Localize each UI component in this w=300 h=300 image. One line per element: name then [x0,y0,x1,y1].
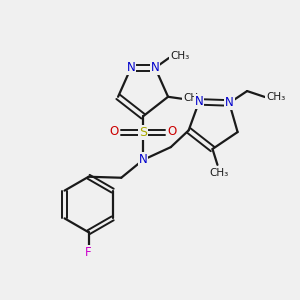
Text: CH₃: CH₃ [210,168,229,178]
Text: CH₃: CH₃ [170,51,190,61]
Text: O: O [167,125,176,138]
Text: N: N [225,97,234,110]
Text: CH₃: CH₃ [266,92,286,102]
Text: O: O [110,125,119,138]
Text: N: N [139,153,147,167]
Text: S: S [139,126,147,139]
Text: CH₃: CH₃ [183,93,202,103]
Text: N: N [127,61,135,74]
Text: N: N [151,61,160,74]
Text: N: N [195,95,203,108]
Text: F: F [85,245,92,259]
